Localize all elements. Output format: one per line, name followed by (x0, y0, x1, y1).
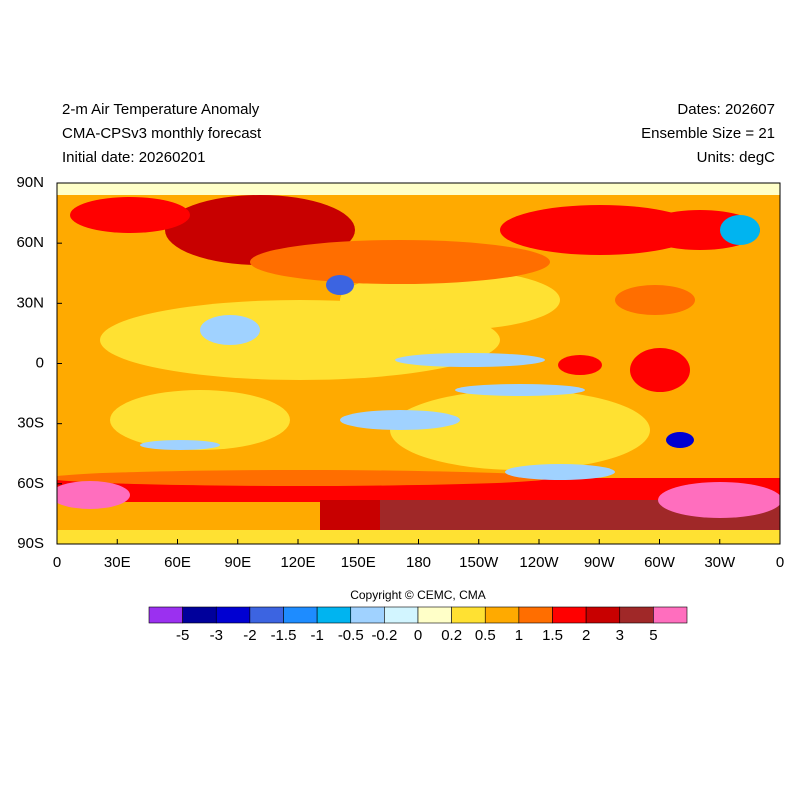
field-patch (505, 464, 615, 480)
field-patch (500, 205, 700, 255)
field-patch (658, 482, 780, 518)
colorbar-label: 2 (582, 627, 590, 644)
field-patch (720, 215, 760, 245)
field-patch (110, 390, 290, 450)
colorbar-label: 5 (649, 627, 657, 644)
colorbar-label: 1 (515, 627, 523, 644)
x-tick-label: 150E (341, 554, 376, 571)
y-tick-label: 60N (16, 234, 44, 251)
x-tick-label: 60E (164, 554, 191, 571)
y-tick-label: 0 (36, 354, 44, 371)
colorbar-swatch (619, 606, 654, 624)
x-tick-label: 180 (406, 554, 431, 571)
colorbar-swatch (451, 606, 486, 624)
y-tick-label: 90S (17, 535, 44, 552)
field-patch (57, 470, 550, 486)
colorbar-swatch (585, 606, 621, 624)
colorbar-swatch (384, 606, 419, 624)
subtitle: CMA-CPSv3 monthly forecast (62, 125, 262, 142)
field-patch (630, 348, 690, 392)
x-tick-label: 90E (224, 554, 251, 571)
x-tick-label: 150W (459, 554, 499, 571)
field-patch (70, 197, 190, 233)
y-tick-label: 30S (17, 415, 44, 432)
colorbar-swatch (417, 606, 452, 624)
x-tick-label: 60W (644, 554, 676, 571)
colorbar-label: -1 (310, 627, 323, 644)
colorbar-swatch (148, 606, 183, 624)
field-patch (250, 240, 550, 284)
x-tick-label: 120E (280, 554, 315, 571)
map-field (57, 183, 780, 544)
colorbar-swatch (182, 606, 217, 624)
field-patch (326, 275, 354, 295)
colorbar-swatch (283, 606, 318, 624)
field-patch (558, 355, 602, 375)
colorbar-swatch (484, 606, 520, 624)
x-tick-label: 30W (704, 554, 736, 571)
colorbar-swatch (350, 606, 385, 624)
field-patch (340, 270, 560, 330)
colorbar-label: -2 (243, 627, 256, 644)
x-tick-label: 90W (584, 554, 616, 571)
units: Units: degC (697, 149, 776, 166)
field-patch (200, 315, 260, 345)
colorbar-label: -0.5 (338, 627, 364, 644)
dates: Dates: 202607 (677, 101, 775, 118)
field-patch (57, 481, 130, 509)
field-patch (340, 410, 460, 430)
colorbar-label: -0.2 (371, 627, 397, 644)
x-tick-label: 120W (519, 554, 559, 571)
colorbar-swatch (215, 606, 251, 624)
colorbar-label: -3 (210, 627, 223, 644)
initial-date: Initial date: 20260201 (62, 149, 205, 166)
colorbar-swatch (249, 606, 284, 624)
colorbar-label: -1.5 (271, 627, 297, 644)
x-tick-label: 0 (53, 554, 61, 571)
y-tick-label: 30N (16, 294, 44, 311)
colorbar-swatch (552, 606, 587, 624)
x-tick-label: 0 (776, 554, 784, 571)
colorbar-label: 1.5 (542, 627, 563, 644)
colorbar-label: 0 (414, 627, 422, 644)
colorbar-swatch (518, 606, 553, 624)
colorbar-swatch (653, 606, 688, 624)
field-patch (666, 432, 694, 448)
y-tick-label: 60S (17, 475, 44, 492)
field-patch (615, 285, 695, 315)
field-patch (140, 440, 220, 450)
colorbar-label: -5 (176, 627, 189, 644)
field-patch (57, 183, 780, 195)
title: 2-m Air Temperature Anomaly (62, 101, 260, 118)
colorbar-label: 0.2 (441, 627, 462, 644)
colorbar-label: 0.5 (475, 627, 496, 644)
colorbar-label: 3 (616, 627, 624, 644)
colorbar-swatch (316, 606, 352, 624)
copyright: Copyright © CEMC, CMA (350, 588, 486, 602)
y-tick-label: 90N (16, 174, 44, 191)
field-patch (455, 384, 585, 396)
field-patch (395, 353, 545, 367)
ensemble: Ensemble Size = 21 (641, 125, 775, 142)
field-patch (390, 390, 650, 470)
x-tick-label: 30E (104, 554, 131, 571)
